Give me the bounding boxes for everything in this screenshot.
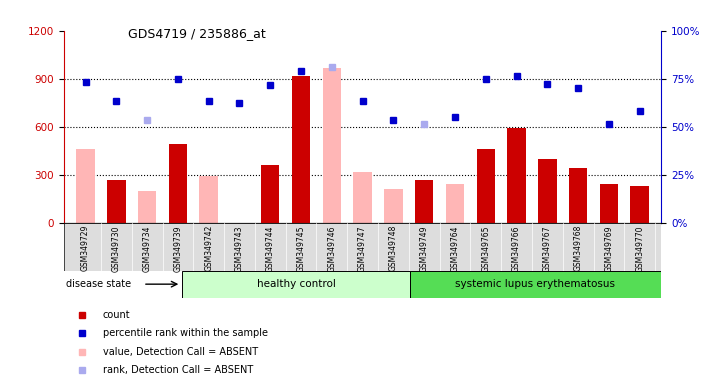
Bar bbox=[323, 68, 341, 223]
Text: GSM349767: GSM349767 bbox=[542, 225, 552, 271]
Bar bbox=[599, 184, 618, 223]
Text: rank, Detection Call = ABSENT: rank, Detection Call = ABSENT bbox=[103, 366, 253, 376]
Bar bbox=[76, 149, 95, 223]
Bar bbox=[183, 271, 410, 298]
Text: GSM349739: GSM349739 bbox=[173, 225, 183, 271]
Text: GSM349768: GSM349768 bbox=[574, 225, 582, 271]
Bar bbox=[476, 149, 495, 223]
Text: GSM349749: GSM349749 bbox=[419, 225, 429, 271]
Text: GSM349729: GSM349729 bbox=[81, 225, 90, 271]
Bar bbox=[631, 186, 649, 223]
Text: GSM349765: GSM349765 bbox=[481, 225, 491, 271]
Text: disease state: disease state bbox=[66, 279, 132, 289]
Bar bbox=[138, 191, 156, 223]
Text: GDS4719 / 235886_at: GDS4719 / 235886_at bbox=[128, 27, 266, 40]
Bar bbox=[384, 189, 402, 223]
Bar bbox=[169, 144, 187, 223]
Text: GSM349734: GSM349734 bbox=[143, 225, 151, 271]
Bar bbox=[569, 168, 587, 223]
Text: count: count bbox=[103, 310, 130, 320]
Text: systemic lupus erythematosus: systemic lupus erythematosus bbox=[455, 279, 615, 289]
Text: percentile rank within the sample: percentile rank within the sample bbox=[103, 328, 268, 338]
Bar bbox=[415, 180, 434, 223]
Bar bbox=[292, 76, 310, 223]
Text: GSM349730: GSM349730 bbox=[112, 225, 121, 271]
Text: GSM349769: GSM349769 bbox=[604, 225, 614, 271]
Bar bbox=[353, 172, 372, 223]
Text: GSM349745: GSM349745 bbox=[296, 225, 306, 271]
Bar bbox=[538, 159, 557, 223]
Bar bbox=[410, 271, 661, 298]
Text: GSM349766: GSM349766 bbox=[512, 225, 521, 271]
Text: GSM349744: GSM349744 bbox=[266, 225, 274, 271]
Text: value, Detection Call = ABSENT: value, Detection Call = ABSENT bbox=[103, 347, 258, 357]
Bar bbox=[107, 180, 126, 223]
Text: GSM349743: GSM349743 bbox=[235, 225, 244, 271]
Text: GSM349764: GSM349764 bbox=[451, 225, 459, 271]
Text: healthy control: healthy control bbox=[257, 279, 336, 289]
Text: GSM349747: GSM349747 bbox=[358, 225, 367, 271]
Text: GSM349742: GSM349742 bbox=[204, 225, 213, 271]
Bar bbox=[446, 184, 464, 223]
Text: GSM349748: GSM349748 bbox=[389, 225, 398, 271]
Bar bbox=[200, 176, 218, 223]
Text: GSM349746: GSM349746 bbox=[327, 225, 336, 271]
Text: GSM349770: GSM349770 bbox=[635, 225, 644, 271]
Bar bbox=[508, 128, 525, 223]
Bar bbox=[261, 165, 279, 223]
